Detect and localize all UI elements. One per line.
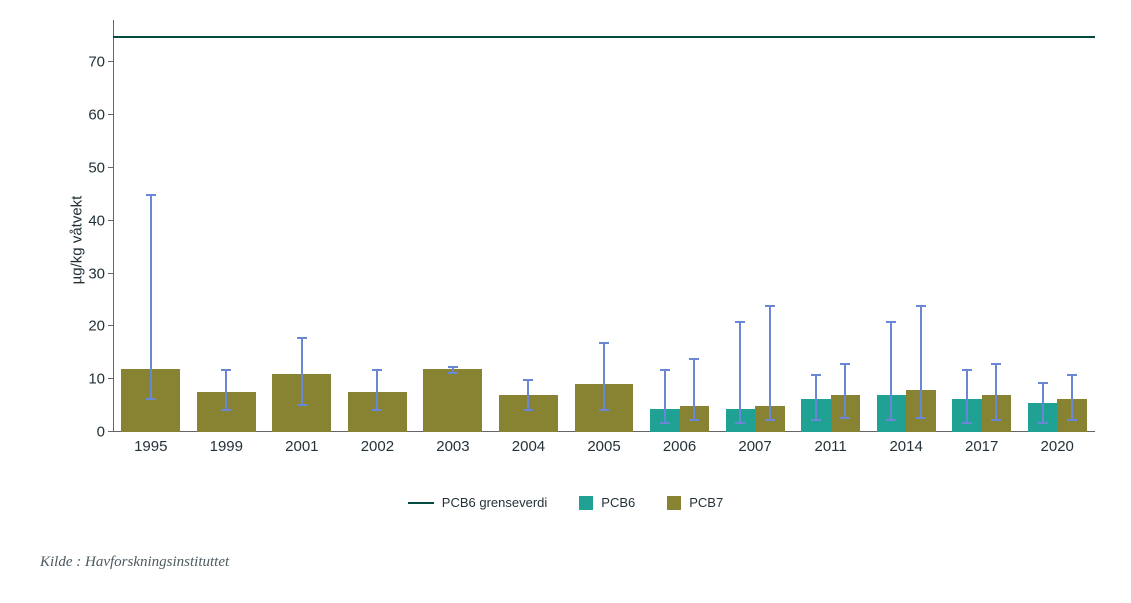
bar-pcb7 <box>272 374 331 432</box>
bar-pcb6 <box>952 399 981 432</box>
bar-pcb7 <box>755 406 784 432</box>
bar-pcb6 <box>1028 403 1057 432</box>
y-tick-mark <box>108 220 113 221</box>
x-tick-label: 2011 <box>814 432 846 455</box>
x-tick-label: 2017 <box>965 432 998 455</box>
y-tick-label: 70 <box>88 54 113 71</box>
x-tick-label: 2005 <box>587 432 620 455</box>
x-tick-label: 2020 <box>1041 432 1074 455</box>
legend-swatch <box>408 502 434 504</box>
bar-pcb7 <box>121 369 180 432</box>
bar-pcb7 <box>1057 399 1086 432</box>
source-note: Kilde : Havforskningsinstituttet <box>40 554 229 571</box>
plot-region: 0102030405060701995199920012002200320042… <box>113 20 1095 432</box>
threshold-line <box>113 36 1095 38</box>
y-tick-mark <box>108 378 113 379</box>
y-tick-label: 40 <box>88 212 113 229</box>
y-tick-label: 0 <box>97 424 113 441</box>
bar-pcb6 <box>801 399 830 432</box>
bar-pcb7 <box>831 395 860 432</box>
bar-pcb7 <box>348 392 407 432</box>
bar-pcb7 <box>906 390 935 432</box>
bar-pcb7 <box>499 395 558 432</box>
legend-item-threshold: PCB6 grenseverdi <box>408 495 548 510</box>
x-tick-label: 1995 <box>134 432 167 455</box>
y-tick-label: 10 <box>88 371 113 388</box>
chart-container: µg/kg våtvekt 01020304050607019951999200… <box>0 0 1131 603</box>
legend-item-pcb7: PCB7 <box>667 495 723 510</box>
chart-area: µg/kg våtvekt 01020304050607019951999200… <box>65 20 1095 460</box>
legend-label: PCB6 grenseverdi <box>442 495 548 510</box>
y-tick-mark <box>108 167 113 168</box>
x-tick-label: 1999 <box>210 432 243 455</box>
x-tick-label: 2006 <box>663 432 696 455</box>
legend-label: PCB6 <box>601 495 635 510</box>
y-tick-label: 50 <box>88 159 113 176</box>
y-axis-line <box>113 20 114 432</box>
legend-item-pcb6: PCB6 <box>579 495 635 510</box>
bar-pcb7 <box>680 406 709 432</box>
bar-pcb6 <box>726 409 755 432</box>
bar-pcb7 <box>982 395 1011 432</box>
x-tick-label: 2001 <box>285 432 318 455</box>
bar-pcb6 <box>877 395 906 433</box>
bar-pcb6 <box>650 409 679 432</box>
x-tick-label: 2014 <box>889 432 922 455</box>
x-tick-label: 2007 <box>738 432 771 455</box>
legend-label: PCB7 <box>689 495 723 510</box>
y-tick-mark <box>108 114 113 115</box>
bar-pcb7 <box>423 369 482 432</box>
y-tick-mark <box>108 325 113 326</box>
errorbar-pcb7 <box>769 305 771 421</box>
legend-swatch <box>667 496 681 510</box>
x-tick-label: 2002 <box>361 432 394 455</box>
legend: PCB6 grenseverdi PCB6 PCB7 <box>0 495 1131 510</box>
y-tick-label: 60 <box>88 107 113 124</box>
x-tick-label: 2003 <box>436 432 469 455</box>
bar-pcb7 <box>575 384 634 432</box>
y-axis-title: µg/kg våtvekt <box>69 196 86 285</box>
y-tick-label: 30 <box>88 265 113 282</box>
y-tick-label: 20 <box>88 318 113 335</box>
y-tick-mark <box>108 431 113 432</box>
y-tick-mark <box>108 273 113 274</box>
legend-swatch <box>579 496 593 510</box>
y-tick-mark <box>108 61 113 62</box>
x-tick-label: 2004 <box>512 432 545 455</box>
bar-pcb7 <box>197 392 256 432</box>
